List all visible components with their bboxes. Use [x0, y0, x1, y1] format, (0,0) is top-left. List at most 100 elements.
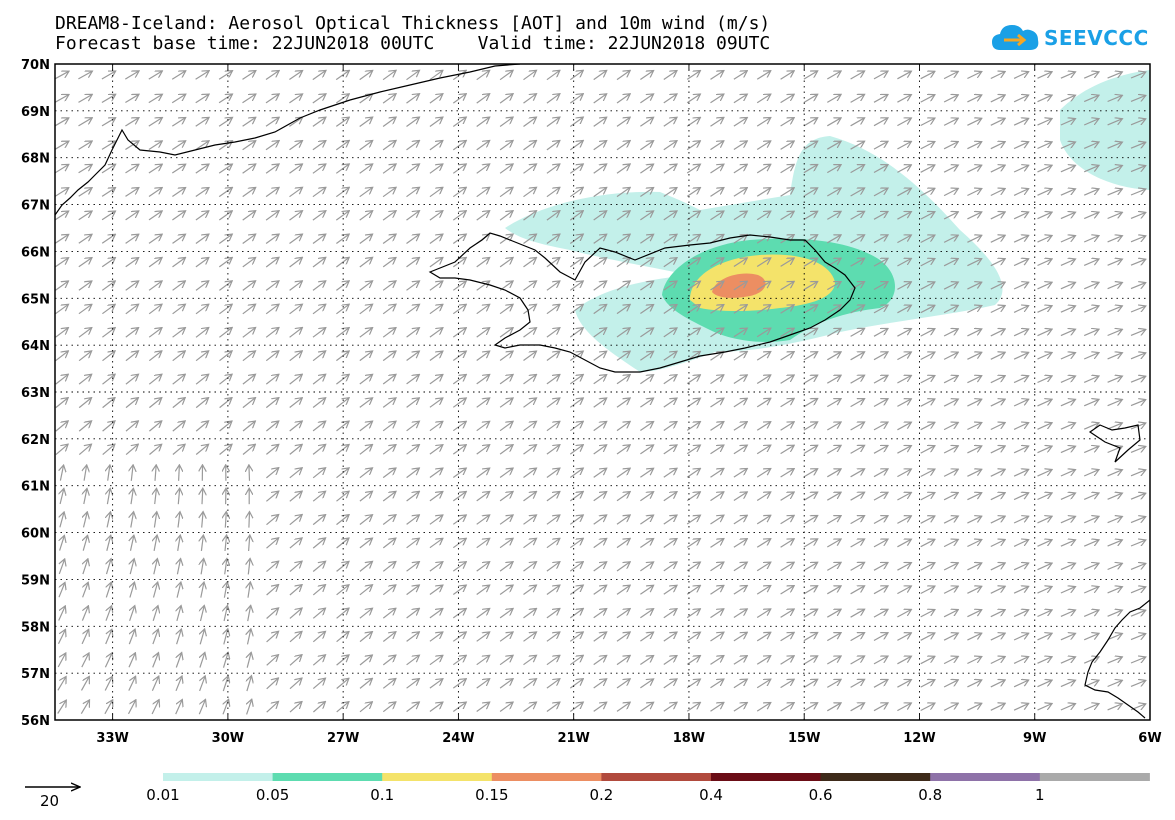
colorbar-swatch	[711, 773, 822, 781]
wind-arrow	[920, 95, 935, 103]
wind-arrow	[125, 398, 138, 409]
wind-arrow	[663, 422, 677, 431]
wind-arrow	[248, 582, 250, 598]
wind-arrow	[897, 399, 911, 407]
wind-arrow	[663, 679, 677, 689]
wind-arrow	[593, 538, 607, 549]
wind-arrow	[920, 539, 935, 548]
wind-arrow	[850, 118, 865, 127]
wind-arrow	[640, 632, 653, 642]
wind-arrow	[873, 633, 888, 642]
wind-arrow	[1060, 587, 1076, 594]
wind-arrow	[873, 539, 888, 548]
wind-arrow	[223, 676, 228, 692]
wind-arrow	[219, 421, 232, 432]
wind-arrow	[429, 351, 443, 361]
wind-arrow	[452, 445, 466, 455]
wind-arrow	[803, 328, 818, 338]
wind-arrow	[733, 562, 747, 572]
wind-arrow	[733, 492, 747, 502]
wind-arrow	[55, 374, 69, 385]
wind-arrow	[686, 492, 700, 502]
wind-arrow	[756, 258, 771, 268]
wind-arrow	[1130, 353, 1146, 360]
wind-arrow	[55, 421, 68, 432]
wind-arrow	[359, 585, 373, 596]
wind-arrow	[382, 679, 396, 689]
wind-arrow	[663, 562, 677, 572]
wind-arrow	[219, 398, 232, 409]
aot-contour-0.15	[712, 273, 766, 298]
wind-arrow	[382, 94, 396, 104]
wind-arrow	[1037, 189, 1053, 196]
wind-arrow	[78, 304, 92, 315]
wind-arrow	[382, 655, 396, 666]
wind-arrow	[336, 515, 350, 526]
wind-arrow	[359, 187, 373, 198]
wind-arrow	[593, 445, 607, 455]
wind-arrow	[826, 586, 841, 595]
wind-arrow	[382, 632, 396, 642]
wind-arrow	[242, 164, 256, 174]
wind-arrow	[546, 187, 560, 198]
wind-arrow	[873, 352, 888, 361]
wind-arrow	[990, 703, 1005, 711]
wind-arrow	[523, 351, 537, 361]
wind-arrow	[523, 281, 537, 291]
wind-arrow	[569, 655, 583, 666]
wind-arrow	[148, 118, 163, 127]
wind-arrow	[640, 468, 653, 478]
wind-arrow	[289, 421, 303, 432]
wind-arrow	[429, 164, 443, 174]
wind-arrow	[710, 211, 724, 221]
wind-arrow	[569, 164, 583, 174]
wind-arrow	[1107, 236, 1123, 243]
wind-arrow	[616, 468, 630, 478]
wind-arrow	[850, 165, 865, 174]
wind-arrow	[59, 559, 64, 575]
wind-arrow	[1107, 166, 1123, 173]
wind-arrow	[546, 117, 560, 127]
wind-arrow	[359, 117, 373, 127]
wind-arrow	[826, 282, 841, 291]
wind-arrow	[803, 609, 818, 618]
wind-arrow	[616, 609, 630, 619]
wind-arrow	[265, 351, 279, 362]
wind-arrow	[406, 491, 420, 502]
wind-arrow	[105, 629, 112, 645]
wind-arrow	[242, 94, 256, 104]
wind-arrow	[546, 679, 560, 689]
wind-arrow	[990, 493, 1005, 501]
wind-arrow	[733, 118, 747, 127]
wind-arrow	[476, 211, 490, 221]
wind-arrow	[967, 306, 981, 314]
wind-arrow	[710, 632, 724, 642]
wind-arrow	[359, 468, 373, 479]
wind-arrow	[640, 609, 653, 619]
wind-arrow	[336, 234, 349, 244]
wind-arrow	[125, 118, 139, 127]
wind-arrow	[1083, 704, 1099, 711]
wind-arrow	[686, 117, 700, 127]
wind-arrow	[382, 491, 396, 502]
wind-arrow	[202, 488, 203, 505]
wind-arrow	[452, 468, 466, 478]
wind-arrow	[710, 515, 724, 525]
wind-arrow	[429, 492, 443, 502]
wind-arrow	[850, 375, 865, 384]
wind-arrow	[266, 468, 278, 479]
wind-arrow	[266, 491, 278, 502]
wind-arrow	[640, 234, 653, 244]
wind-arrow	[1107, 72, 1123, 79]
wind-arrow	[359, 304, 373, 315]
wind-arrow	[710, 468, 724, 478]
wind-arrow	[1130, 587, 1146, 594]
wind-arrow	[523, 70, 537, 81]
wind-arrow	[60, 465, 63, 481]
wind-arrow	[452, 492, 466, 502]
wind-arrow	[476, 70, 490, 81]
lon-label-9W: 9W	[1023, 731, 1046, 746]
wind-arrow	[943, 188, 958, 197]
coastlines	[55, 64, 1150, 719]
wind-arrow	[873, 305, 888, 314]
